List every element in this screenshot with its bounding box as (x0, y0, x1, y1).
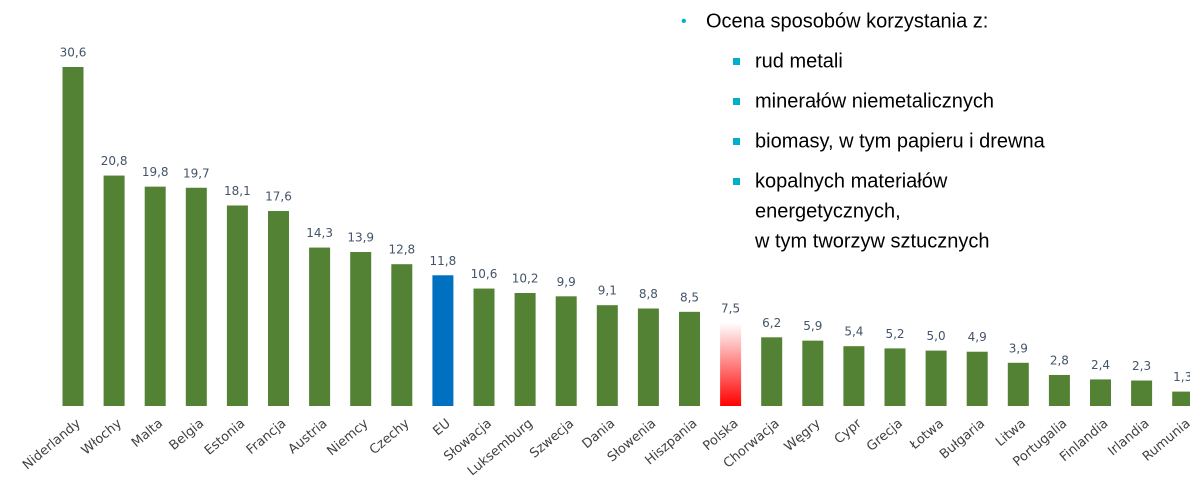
value-label: 2,8 (1050, 353, 1069, 367)
bar (925, 350, 947, 406)
annotation-item: kopalnych materiałów (755, 170, 948, 192)
square-bullet (733, 138, 740, 145)
value-label: 10,6 (471, 267, 498, 281)
x-tick-label: Grecja (864, 416, 906, 454)
bar (1172, 391, 1190, 406)
bar (679, 311, 700, 406)
bar (62, 67, 84, 406)
value-label: 3,9 (1009, 341, 1028, 355)
value-label: 8,5 (680, 290, 699, 304)
bar (226, 205, 248, 406)
bar (1131, 380, 1153, 406)
annotation-title: Ocena sposobów korzystania z: (706, 10, 988, 32)
x-tick-label: Estonia (202, 416, 248, 458)
x-tick-label: Austria (286, 416, 331, 457)
value-label: 9,1 (598, 284, 617, 298)
value-label: 19,8 (142, 165, 169, 179)
x-tick-label: Belgia (167, 416, 208, 453)
value-label: 13,9 (347, 231, 374, 245)
square-bullet (733, 98, 740, 105)
value-label: 17,6 (265, 190, 292, 204)
value-label: 14,3 (306, 226, 333, 240)
value-label: 20,8 (101, 154, 128, 168)
bar (884, 348, 906, 406)
x-tick-label: Szwecja (527, 416, 577, 461)
bar (103, 175, 125, 406)
bar (268, 211, 289, 406)
bullet: • (681, 13, 687, 30)
bar (720, 322, 742, 406)
bar (391, 264, 413, 406)
value-label: 2,3 (1132, 359, 1151, 373)
x-tick-label: Francja (244, 416, 290, 458)
value-label: 4,9 (968, 330, 987, 344)
x-tick-label: Bułgaria (937, 416, 988, 462)
value-label: 10,2 (512, 272, 539, 286)
bar (473, 288, 495, 406)
value-label: 19,7 (183, 166, 210, 180)
annotation-item: rud metali (755, 50, 843, 72)
square-bullet (733, 178, 740, 185)
bar (761, 337, 783, 406)
value-label: 7,5 (721, 301, 740, 315)
x-tick-label: Niderlandy (20, 416, 84, 473)
bar (309, 247, 331, 406)
bar (1048, 374, 1070, 406)
x-tick-label: Malta (129, 416, 166, 451)
square-bullet (733, 58, 740, 65)
bar (514, 293, 536, 406)
bar (802, 340, 824, 406)
value-label: 5,4 (844, 325, 863, 339)
bar (144, 186, 166, 406)
value-label: 5,9 (803, 319, 822, 333)
x-tick-label: Węgry (782, 416, 824, 455)
annotation-item: biomasy, w tym papieru i drewna (755, 130, 1046, 152)
value-label: 5,2 (885, 327, 904, 341)
x-tick-label: Czechy (367, 416, 413, 458)
annotation-item: energetycznych, (755, 200, 901, 222)
annotation-item: minerałów niemetalicznych (755, 90, 994, 112)
x-tick-label: EU (430, 416, 453, 439)
bar (596, 305, 618, 406)
value-label: 9,9 (557, 275, 576, 289)
bar (843, 346, 865, 406)
value-label: 6,2 (762, 316, 781, 330)
value-label: 30,6 (60, 46, 87, 60)
value-label: 1,3 (1173, 370, 1190, 384)
value-label: 2,4 (1091, 358, 1110, 372)
value-label: 8,8 (639, 287, 658, 301)
x-tick-label: Litwa (993, 416, 1029, 450)
value-label: 18,1 (224, 184, 251, 198)
bar (555, 296, 577, 406)
bar (966, 351, 988, 406)
bar (185, 187, 207, 406)
annotation-item: w tym tworzyw sztucznych (754, 230, 989, 252)
bar (1090, 379, 1111, 406)
bar (1007, 362, 1029, 406)
value-label: 12,8 (388, 243, 415, 257)
x-tick-label: Włochy (79, 416, 125, 458)
bar (432, 275, 454, 406)
value-label: 5,0 (927, 329, 946, 343)
bar (637, 308, 659, 406)
bar (350, 252, 372, 406)
value-label: 11,8 (430, 254, 457, 268)
x-tick-label: Niemcy (324, 416, 371, 459)
x-tick-label: Cypr (832, 416, 865, 447)
